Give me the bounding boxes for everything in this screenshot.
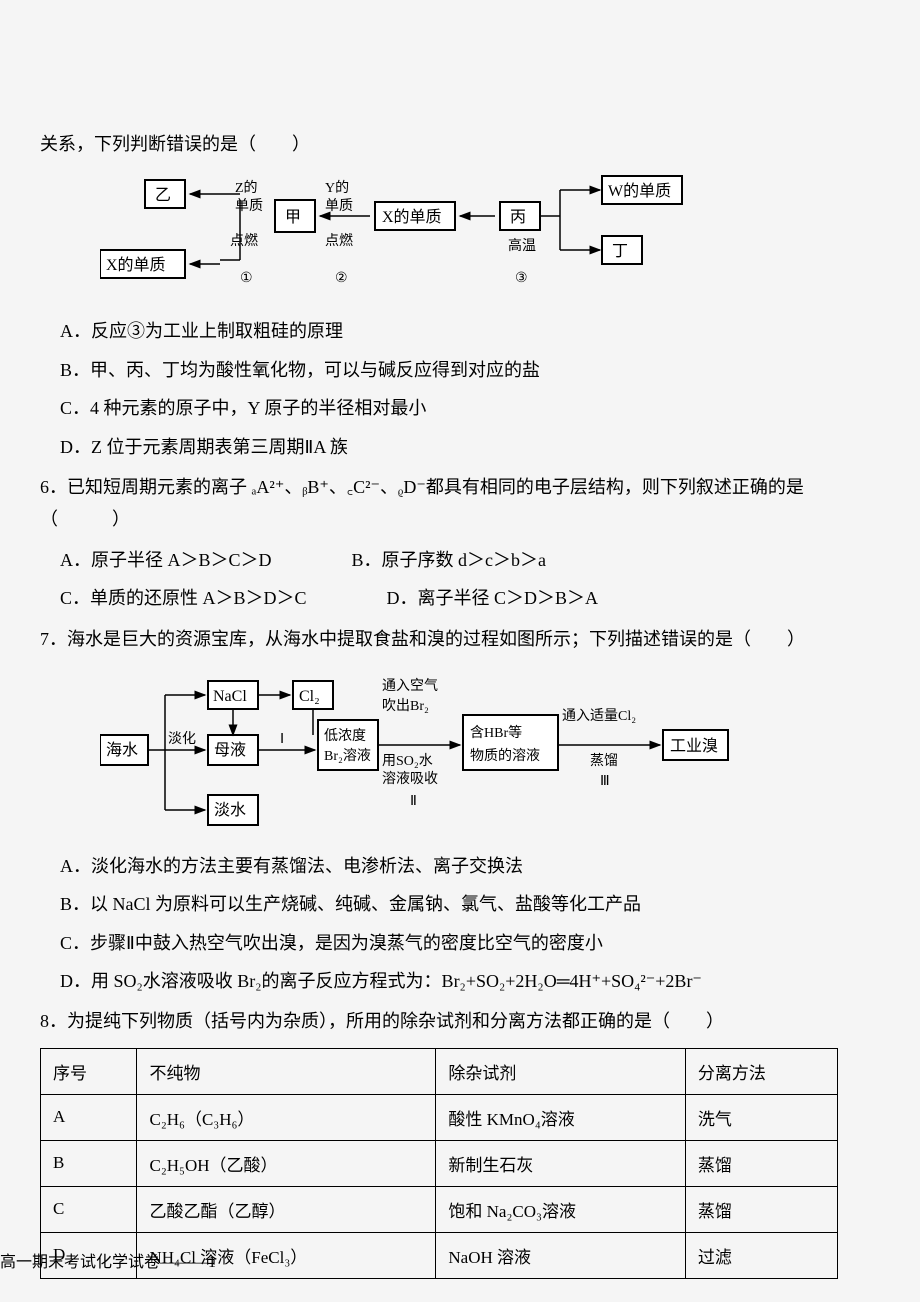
- q6-opt-d: D．离子半径 C＞D＞B＞A: [387, 582, 599, 614]
- q6-opt-a: A．原子半径 A＞B＞C＞D: [60, 544, 272, 576]
- th-0: 序号: [41, 1048, 137, 1094]
- box-yi: 乙: [155, 187, 171, 204]
- q8-stem: 8．为提纯下列物质（括号内为杂质），所用的除杂试剂和分离方法都正确的是（ ）: [40, 1005, 880, 1037]
- d7-hbr1: 含HBr等: [470, 724, 522, 741]
- d7-cl2: Cl₂: [299, 688, 320, 705]
- th-1: 不纯物: [137, 1048, 436, 1094]
- q6-opt-c: C．单质的还原性 A＞B＞D＞C: [60, 582, 307, 614]
- d7-lowbr2: Br₂溶液: [324, 748, 371, 764]
- q6-stem: 6．已知短周期元素的离子 ₐA²⁺、ᵦB⁺、꜀C²⁻、ᵨD⁻都具有相同的电子层结…: [40, 471, 880, 536]
- r2c3: 蒸馏: [685, 1186, 837, 1232]
- d7-indbr: 工业溴: [670, 737, 718, 755]
- q5-stem: 关系，下列判断错误的是（ ）: [40, 128, 880, 160]
- r1c1: C₂H₅OH（乙酸）: [137, 1140, 436, 1186]
- r2c0: C: [41, 1186, 137, 1232]
- q5-opt-d: D．Z 位于元素周期表第三周期ⅡA 族: [60, 431, 880, 463]
- label-c1: ①: [240, 271, 253, 286]
- r3c2: NaOH 溶液: [436, 1232, 685, 1278]
- q7-diagram: 海水 NaCl Cl₂ 淡化 母液 淡水 Ⅰ 低浓度 Br₂溶液 通入空气 吹出…: [100, 665, 880, 840]
- d7-lowbr: 低浓度: [324, 728, 366, 744]
- d7-step2: Ⅱ: [410, 794, 417, 809]
- d7-step3: Ⅲ: [600, 774, 610, 789]
- d7-air1: 通入空气: [382, 678, 438, 694]
- d7-so22: 溶液吸收: [382, 771, 438, 787]
- r1c2: 新制生石灰: [436, 1140, 685, 1186]
- d7-air2: 吹出Br₂: [382, 698, 429, 714]
- label-c2: ②: [335, 271, 348, 286]
- box-x-sub2: X的单质: [382, 208, 442, 226]
- q5-opt-b: B．甲、丙、丁均为酸性氧化物，可以与碱反应得到对应的盐: [60, 354, 880, 386]
- q5-opt-a: A．反应③为工业上制取粗硅的原理: [60, 315, 880, 347]
- r1c0: B: [41, 1140, 137, 1186]
- label-c3: ③: [515, 271, 528, 286]
- q5-diagram: 乙 X的单质 Z的 单质 点燃 ① 甲 Y的 单质 点燃 ② X的单质 丙 高温: [100, 170, 880, 305]
- page-footer: 高一期末考试化学试卷———1: [0, 1248, 216, 1272]
- box-bing: 丙: [510, 209, 526, 226]
- box-jia: 甲: [285, 209, 301, 226]
- r2c1: 乙酸乙酯（乙醇）: [137, 1186, 436, 1232]
- d7-sea: 海水: [106, 741, 138, 759]
- box-w-sub: W的单质: [608, 182, 671, 200]
- th-3: 分离方法: [685, 1048, 837, 1094]
- r0c2: 酸性 KMnO₄溶液: [436, 1094, 685, 1140]
- q7-stem: 7．海水是巨大的资源宝库，从海水中提取食盐和溴的过程如图所示；下列描述错误的是（…: [40, 623, 880, 655]
- q6-opt-b: B．原子序数 d＞c＞b＞a: [352, 544, 546, 576]
- d7-hbr2: 物质的溶液: [470, 748, 540, 764]
- label-y2: 单质: [325, 198, 353, 214]
- label-z2: 单质: [235, 198, 263, 214]
- label-hitemp: 高温: [508, 237, 536, 254]
- d7-cl2lbl: 通入适量Cl₂: [562, 708, 636, 724]
- label-y1: Y的: [325, 180, 349, 196]
- q7-opt-b: B．以 NaCl 为原料可以生产烧碱、纯碱、金属钠、氯气、盐酸等化工产品: [60, 888, 880, 920]
- q7-opt-c: C．步骤Ⅱ中鼓入热空气吹出溴，是因为溴蒸气的密度比空气的密度小: [60, 927, 880, 959]
- r3c3: 过滤: [685, 1232, 837, 1278]
- label-fire2: 点燃: [325, 232, 353, 249]
- r0c0: A: [41, 1094, 137, 1140]
- r0c3: 洗气: [685, 1094, 837, 1140]
- r1c3: 蒸馏: [685, 1140, 837, 1186]
- r0c1: C₂H₆（C₃H₆）: [137, 1094, 436, 1140]
- q7-opt-d: D．用 SO₂水溶液吸收 Br₂的离子反应方程式为：Br₂+SO₂+2H₂O═4…: [60, 965, 880, 997]
- box-ding: 丁: [612, 243, 628, 260]
- r2c2: 饱和 Na₂CO₃溶液: [436, 1186, 685, 1232]
- d7-fresh: 淡水: [214, 801, 246, 819]
- d7-distill: 蒸馏: [590, 753, 618, 769]
- d7-step1: Ⅰ: [280, 732, 284, 747]
- q8-table: 序号 不纯物 除杂试剂 分离方法 A C₂H₆（C₃H₆） 酸性 KMnO₄溶液…: [40, 1048, 838, 1279]
- label-fire1: 点燃: [230, 232, 258, 249]
- q5-opt-c: C．4 种元素的原子中，Y 原子的半径相对最小: [60, 392, 880, 424]
- th-2: 除杂试剂: [436, 1048, 685, 1094]
- d7-mother: 母液: [214, 741, 246, 759]
- d7-nacl: NaCl: [213, 688, 247, 705]
- d7-desalin: 淡化: [168, 731, 196, 747]
- label-z1: Z的: [235, 180, 258, 196]
- q7-opt-a: A．淡化海水的方法主要有蒸馏法、电渗析法、离子交换法: [60, 850, 880, 882]
- box-x-sub: X的单质: [106, 256, 166, 274]
- d7-so21: 用SO₂水: [382, 753, 433, 769]
